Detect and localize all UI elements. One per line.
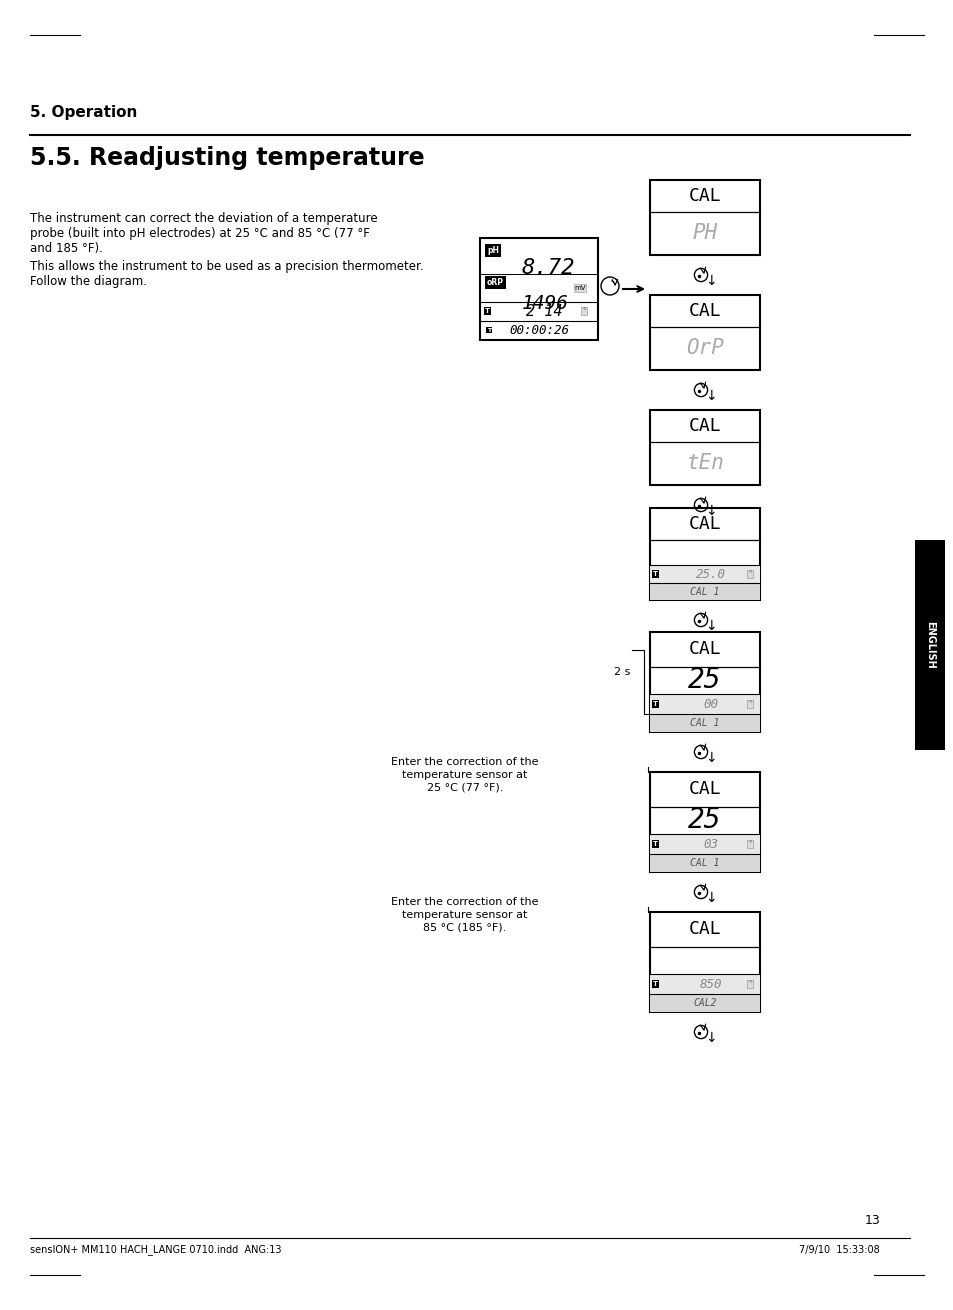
FancyBboxPatch shape [479,238,598,341]
Text: ↓: ↓ [705,751,717,765]
FancyBboxPatch shape [649,410,760,485]
Text: This allows the instrument to be used as a precision thermometer.: This allows the instrument to be used as… [30,259,423,272]
FancyBboxPatch shape [649,912,760,1013]
FancyBboxPatch shape [649,295,760,369]
FancyBboxPatch shape [649,631,760,732]
Text: CAL: CAL [688,921,720,938]
Text: CAL: CAL [688,781,720,799]
Text: mV: mV [574,286,585,291]
Text: probe (built into pH electrodes) at 25 °C and 85 °C (77 °F: probe (built into pH electrodes) at 25 °… [30,227,370,240]
Text: temperature sensor at: temperature sensor at [402,910,527,920]
Text: °: ° [747,981,751,986]
Text: Enter the correction of the: Enter the correction of the [391,897,538,907]
Text: 25: 25 [687,667,721,694]
Text: CAL: CAL [688,515,720,533]
Text: oRP: oRP [486,278,503,287]
Text: 2 s: 2 s [613,667,629,677]
FancyBboxPatch shape [649,975,760,994]
Text: Enter the correction of the: Enter the correction of the [391,757,538,766]
Text: 5. Operation: 5. Operation [30,105,137,121]
Text: CAL 1: CAL 1 [690,858,719,869]
Text: The instrument can correct the deviation of a temperature: The instrument can correct the deviation… [30,212,377,225]
Text: °: ° [747,701,751,707]
Text: T: T [652,701,658,707]
FancyBboxPatch shape [649,834,760,854]
Text: °: ° [747,841,751,848]
Text: 25 °C (77 °F).: 25 °C (77 °F). [426,783,502,793]
FancyBboxPatch shape [649,565,760,583]
Text: 13: 13 [863,1214,879,1227]
Text: sensION+ MM110 HACH_LANGE 0710.indd  ANG:13: sensION+ MM110 HACH_LANGE 0710.indd ANG:… [30,1244,281,1255]
Text: CAL 1: CAL 1 [690,587,719,597]
Text: pH: pH [486,246,498,255]
Text: 03: 03 [702,837,718,850]
Text: and 185 °F).: and 185 °F). [30,242,103,255]
Text: ↓: ↓ [705,389,717,403]
FancyBboxPatch shape [649,583,760,600]
Text: CAL: CAL [688,417,720,435]
Text: ↓: ↓ [705,274,717,288]
FancyBboxPatch shape [649,179,760,255]
Text: CAL: CAL [688,641,720,659]
Text: PH: PH [692,223,717,244]
Text: 25.0: 25.0 [696,567,725,580]
Text: 2 14: 2 14 [525,304,561,318]
Text: OrP: OrP [685,338,723,358]
FancyBboxPatch shape [649,714,760,732]
FancyBboxPatch shape [649,694,760,714]
Text: T: T [652,571,658,578]
Text: ENGLISH: ENGLISH [924,621,934,669]
Text: 1496: 1496 [521,293,568,313]
Text: °: ° [747,571,751,578]
Text: temperature sensor at: temperature sensor at [402,770,527,779]
Text: 25: 25 [687,807,721,834]
Text: ↓: ↓ [705,891,717,905]
Text: CAL: CAL [688,301,720,320]
Text: CAL2: CAL2 [693,998,716,1007]
FancyBboxPatch shape [649,508,760,600]
Text: 850: 850 [699,977,721,990]
FancyBboxPatch shape [649,854,760,872]
FancyBboxPatch shape [649,994,760,1013]
Text: ↓: ↓ [705,620,717,633]
Text: T: T [652,841,658,848]
Text: T: T [486,328,491,333]
Text: Follow the diagram.: Follow the diagram. [30,275,147,288]
Text: tEn: tEn [685,453,723,473]
Text: °: ° [581,308,585,314]
Text: ↓: ↓ [705,1031,717,1045]
Text: CAL: CAL [688,187,720,204]
FancyBboxPatch shape [649,772,760,872]
FancyBboxPatch shape [914,540,944,751]
Text: ↓: ↓ [705,504,717,517]
Text: 85 °C (185 °F).: 85 °C (185 °F). [423,924,506,933]
Text: T: T [652,981,658,986]
Text: CAL 1: CAL 1 [690,718,719,728]
Text: 7/9/10  15:33:08: 7/9/10 15:33:08 [799,1244,879,1255]
Text: T: T [484,308,490,314]
Text: 5.5. Readjusting temperature: 5.5. Readjusting temperature [30,145,424,170]
Text: 8.72: 8.72 [521,258,575,278]
Text: 00: 00 [702,697,718,710]
Text: 00:00:26: 00:00:26 [509,324,568,337]
